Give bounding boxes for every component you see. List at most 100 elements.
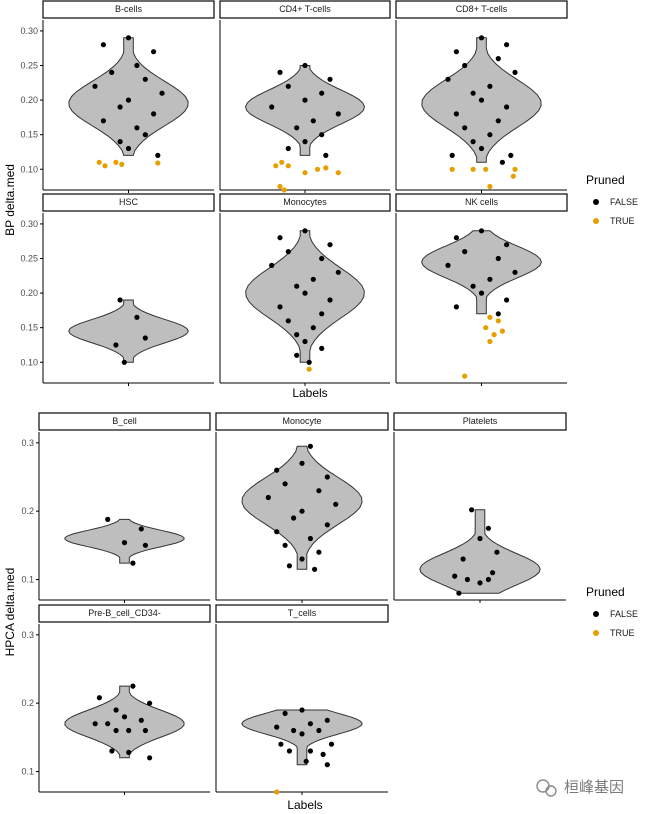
violin (245, 230, 365, 363)
data-point-false (319, 90, 325, 96)
data-point-false (453, 49, 459, 55)
data-point-false (495, 255, 501, 262)
data-point-false (307, 535, 313, 542)
watermark: 桓峰基因 (536, 778, 624, 797)
data-point-false (125, 97, 132, 103)
violin (68, 37, 189, 156)
data-point-false (109, 69, 115, 75)
bottom-legend-true-label: TRUE (610, 628, 635, 638)
data-point-false (299, 707, 305, 713)
y-tick-label: 0.10 (20, 357, 38, 367)
data-point-false (109, 748, 115, 754)
data-point-false (478, 35, 485, 41)
panel-1-2: CD4+ T-cells (219, 0, 391, 193)
bottom-y-axis-title: HPCA delta.med (3, 568, 17, 657)
data-point-false (155, 152, 161, 158)
data-point-true (495, 318, 501, 324)
data-point-false (274, 467, 280, 473)
panel-strip-label: T_cells (288, 608, 317, 618)
data-point-false (294, 332, 300, 338)
top-legend-true-swatch (593, 218, 599, 224)
data-point-false (282, 481, 288, 487)
y-tick-label: 0.2 (21, 506, 34, 516)
top-legend-false-swatch (593, 199, 599, 205)
data-point-false (310, 276, 316, 282)
data-point-false (327, 76, 333, 82)
bottom-legend-true-swatch (593, 630, 599, 636)
y-tick-label: 0.30 (20, 219, 38, 229)
data-point-false (299, 556, 305, 562)
data-point-false (125, 35, 132, 41)
data-point-true (499, 328, 505, 334)
data-point-false (449, 152, 455, 158)
data-point-false (138, 526, 144, 532)
data-point-false (478, 145, 485, 152)
data-point-false (285, 145, 291, 152)
data-point-true (483, 166, 489, 172)
data-point-false (130, 683, 136, 689)
data-point-false (512, 269, 518, 275)
panel-strip-label: HSC (119, 197, 139, 207)
data-point-false (456, 590, 462, 596)
data-point-true (483, 325, 489, 331)
data-point-false (142, 542, 148, 548)
panel-strip (393, 412, 567, 431)
data-point-false (462, 249, 468, 255)
data-point-false (269, 104, 275, 110)
data-point-true (487, 183, 493, 190)
data-point-false (130, 560, 136, 566)
data-point-false (453, 304, 459, 310)
data-point-false (312, 566, 318, 572)
data-point-false (495, 311, 501, 317)
data-point-false (319, 255, 325, 262)
data-point-true (462, 373, 468, 379)
y-tick-label: 0.10 (20, 164, 38, 174)
top-legend-false-label: FALSE (610, 197, 638, 207)
data-point-false (121, 359, 127, 365)
data-point-false (512, 69, 518, 75)
y-tick-label: 0.1 (21, 575, 34, 585)
violin (419, 509, 541, 594)
data-point-true (306, 366, 312, 372)
panel-1-5: Monocytes (219, 193, 391, 386)
watermark-text: 桓峰基因 (564, 778, 624, 796)
data-point-true (512, 166, 518, 172)
panel-strip (395, 193, 568, 212)
data-point-false (121, 540, 128, 546)
data-point-false (277, 69, 283, 75)
y-tick-label: 0.20 (20, 288, 38, 298)
data-point-false (142, 132, 148, 138)
data-point-true (155, 160, 161, 166)
data-point-true (113, 159, 119, 165)
data-point-false (462, 62, 468, 69)
panel-strip-label: B_cell (112, 416, 137, 426)
violin (68, 299, 189, 363)
data-point-false (277, 304, 283, 310)
data-point-true (314, 166, 321, 172)
data-point-false (470, 283, 476, 289)
data-point-false (286, 563, 292, 569)
data-point-false (499, 159, 505, 165)
data-point-true (487, 314, 493, 320)
data-point-false (319, 311, 325, 317)
data-point-false (92, 83, 98, 89)
data-point-false (285, 249, 291, 255)
panel-strip (42, 0, 215, 19)
panel-2-3: Platelets (393, 412, 567, 603)
data-point-false (142, 76, 148, 82)
data-point-false (294, 283, 300, 289)
panel-1-1: B-cells 0.10 0.15 0.20 0.25 0.30 (20, 0, 215, 193)
panel-strip (219, 193, 391, 212)
data-point-false (269, 262, 275, 268)
y-tick-label: 0.3 (21, 630, 34, 640)
panel-strip-label: Monocyte (282, 416, 321, 426)
data-point-false (117, 297, 123, 303)
data-point-false (477, 535, 483, 542)
panel-2-5: T_cells (215, 604, 389, 795)
panel-strip-label: CD8+ T-cells (456, 4, 508, 14)
panel-strip-label: CD4+ T-cells (279, 4, 331, 14)
data-point-false (470, 90, 476, 96)
panel-strip (395, 0, 568, 19)
data-point-true (277, 183, 283, 190)
